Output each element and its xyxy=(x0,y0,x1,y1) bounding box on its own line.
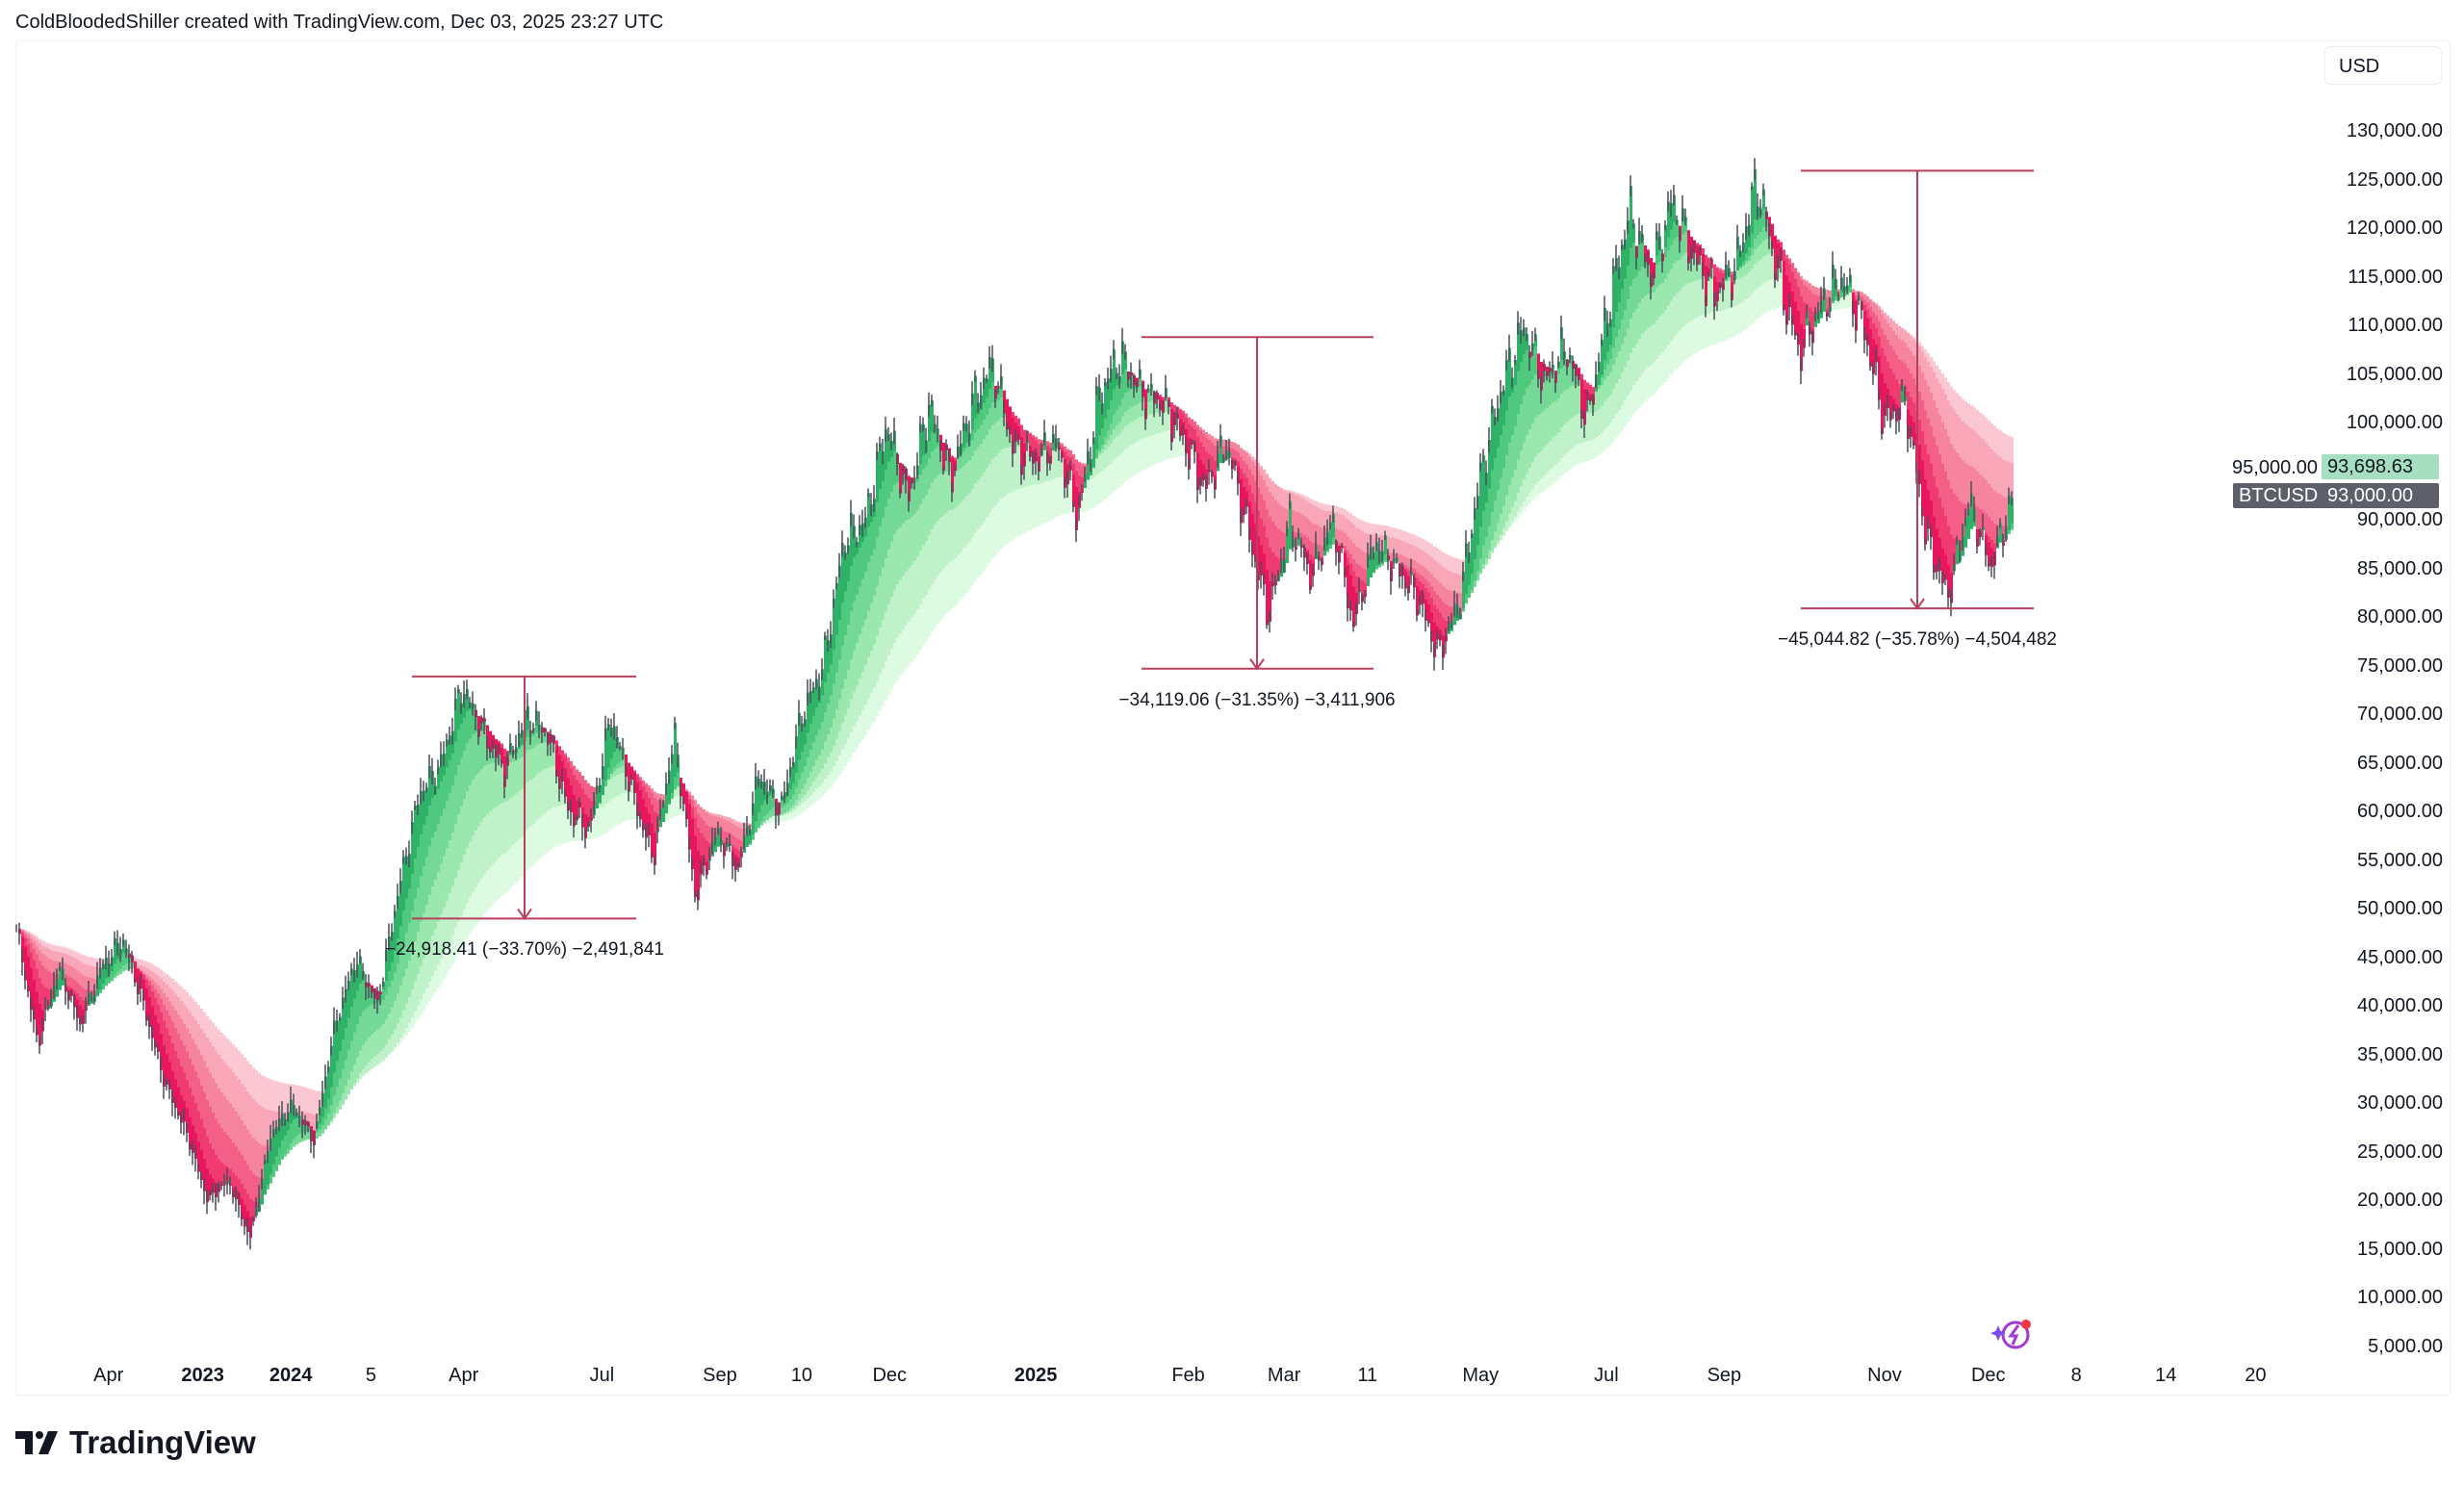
symbol-label: BTCUSD xyxy=(2233,483,2324,508)
price-tick: 115,000.00 xyxy=(2348,266,2443,288)
price-tick: 60,000.00 xyxy=(2357,801,2443,823)
price-tick: 80,000.00 xyxy=(2357,606,2443,628)
measurement-label: −34,119.06 (−31.35%) −3,411,906 xyxy=(1118,689,1396,710)
chart-attribution: ColdBloodedShiller created with TradingV… xyxy=(15,12,664,33)
measurement-tools xyxy=(412,169,2034,921)
time-tick: 11 xyxy=(1357,1365,1378,1386)
price-tick: 110,000.00 xyxy=(2348,315,2443,337)
price-tick: 125,000.00 xyxy=(2346,168,2443,191)
price-tick: 5,000.00 xyxy=(2368,1336,2443,1357)
sparkle-lightning-icon[interactable] xyxy=(1990,1317,2033,1360)
tradingview-logo[interactable]: TradingView xyxy=(15,1424,256,1461)
ribbon-layer-bear xyxy=(18,227,2005,1239)
price-tick: 65,000.00 xyxy=(2357,752,2443,774)
ribbon-layer-bull xyxy=(15,168,1852,1115)
time-tick: Apr xyxy=(93,1365,124,1386)
price-tick: 15,000.00 xyxy=(2357,1238,2443,1260)
measurement[interactable] xyxy=(412,675,636,921)
time-tick: Sep xyxy=(703,1365,737,1386)
price-tick: 120,000.00 xyxy=(2346,218,2443,240)
time-tick: Jul xyxy=(589,1365,615,1386)
price-tick: 45,000.00 xyxy=(2357,946,2443,968)
time-tick: 2023 xyxy=(181,1365,224,1386)
ribbon-layer-bear xyxy=(18,239,2008,1239)
time-tick: Sep xyxy=(1707,1365,1742,1386)
time-tick: 5 xyxy=(365,1365,376,1386)
secondary-price-label: 93,698.63 xyxy=(2322,454,2439,479)
price-tick: 95,000.00 xyxy=(2232,457,2318,478)
price-tick: 40,000.00 xyxy=(2357,995,2443,1017)
time-tick: Dec xyxy=(872,1365,908,1386)
time-tick: 2025 xyxy=(1014,1365,1058,1386)
price-tick: 25,000.00 xyxy=(2357,1141,2443,1163)
time-tick: 14 xyxy=(2155,1365,2177,1386)
price-series xyxy=(15,158,2013,1250)
time-tick: Nov xyxy=(1867,1365,1902,1386)
currency-button[interactable]: USD xyxy=(2324,46,2442,85)
price-tick: 130,000.00 xyxy=(2346,120,2443,141)
price-tick: 90,000.00 xyxy=(2357,509,2443,531)
chart-panel[interactable] xyxy=(15,40,2451,1396)
brand-name: TradingView xyxy=(69,1424,256,1460)
price-tick: 70,000.00 xyxy=(2357,704,2443,726)
time-tick: 8 xyxy=(2070,1365,2082,1386)
time-tick: 20 xyxy=(2245,1365,2267,1386)
ma-ribbon xyxy=(15,168,2014,1239)
time-tick: May xyxy=(1462,1365,1500,1386)
ribbon-layer-bull xyxy=(15,168,1861,1091)
time-tick: Apr xyxy=(449,1365,479,1386)
time-tick: Mar xyxy=(1267,1365,1301,1386)
ribbon-layer-bull xyxy=(15,168,2014,1202)
price-tick: 75,000.00 xyxy=(2357,654,2443,677)
price-tick: 105,000.00 xyxy=(2346,363,2443,385)
price-tick: 100,000.00 xyxy=(2346,412,2443,434)
measurement[interactable] xyxy=(1801,169,2034,610)
measurement-label: −24,918.41 (−33.70%) −2,491,841 xyxy=(385,939,664,961)
price-tick: 85,000.00 xyxy=(2357,557,2443,579)
price-tick: 50,000.00 xyxy=(2357,898,2443,920)
candles xyxy=(15,158,2013,1250)
last-price-label: 93,000.00 xyxy=(2322,483,2439,508)
price-tick: 20,000.00 xyxy=(2357,1190,2443,1212)
time-tick: Feb xyxy=(1171,1365,1205,1386)
price-tick: 55,000.00 xyxy=(2357,849,2443,871)
ribbon-layer-bear xyxy=(18,211,2005,1239)
time-tick: 10 xyxy=(790,1365,812,1386)
time-tick: Dec xyxy=(1970,1365,2006,1386)
measurement-label: −45,044.82 (−35.78%) −4,504,482 xyxy=(1778,629,2057,651)
ribbon-layer-bear xyxy=(18,254,2014,1239)
time-tick: 2024 xyxy=(269,1365,313,1386)
tradingview-logo-icon xyxy=(15,1431,58,1454)
price-tick: 10,000.00 xyxy=(2357,1287,2443,1309)
measurement[interactable] xyxy=(1142,336,1373,671)
price-tick: 30,000.00 xyxy=(2357,1092,2443,1115)
price-tick: 35,000.00 xyxy=(2357,1043,2443,1065)
time-tick: Jul xyxy=(1594,1365,1619,1386)
